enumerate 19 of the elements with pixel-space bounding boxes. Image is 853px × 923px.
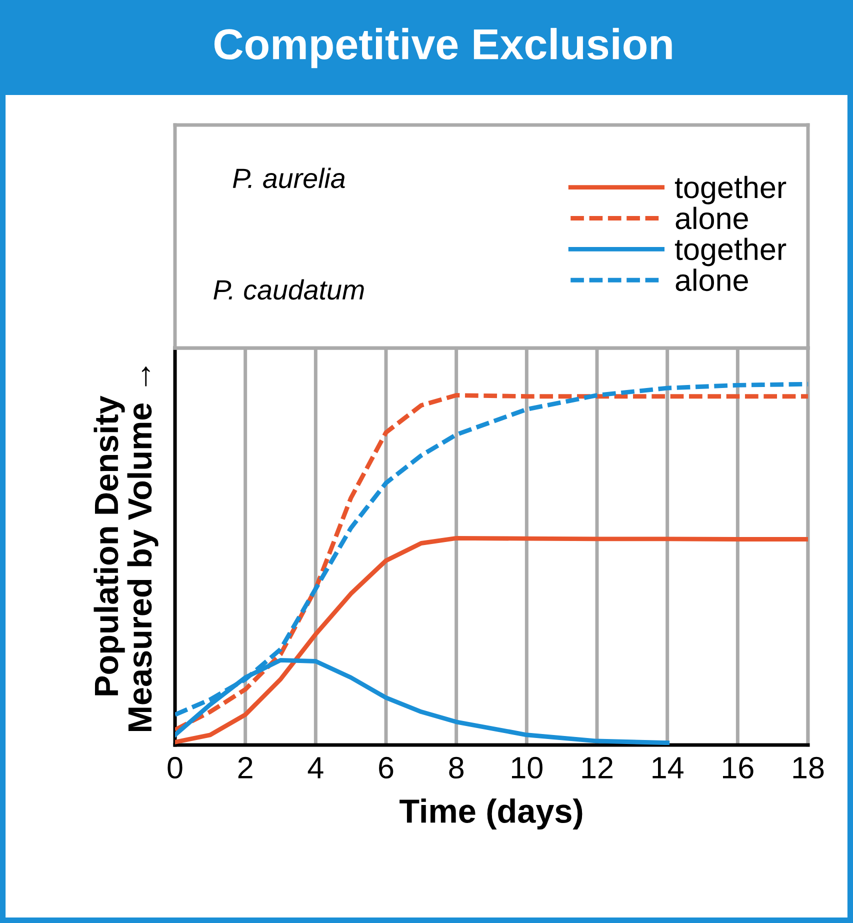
legend-label: alone: [676, 268, 748, 292]
x-tick-label: 8: [449, 756, 464, 779]
legend-label: together: [674, 238, 786, 266]
legend-label: alone: [676, 206, 748, 230]
y-axis-title: Population Density Measured by Volume →: [94, 366, 158, 732]
x-tick-label: 14: [652, 757, 684, 778]
x-axis-title: Time (days): [400, 798, 582, 830]
x-tick-label: 6: [379, 756, 394, 779]
text: P. caudatum: [214, 279, 364, 300]
x-tick-label: 16: [723, 756, 754, 779]
x-tick-label: 2: [238, 756, 252, 778]
x-tick-label: 0: [168, 756, 182, 779]
chart-title: Competitive Exclusion: [214, 28, 672, 68]
x-tick-label: 4: [308, 757, 324, 778]
x-tick-label: 18: [793, 756, 824, 779]
x-tick-label: 12: [582, 756, 612, 778]
legend-label: together: [674, 176, 786, 204]
x-tick-label: 10: [512, 756, 542, 779]
text: P. aurelia: [232, 168, 345, 188]
